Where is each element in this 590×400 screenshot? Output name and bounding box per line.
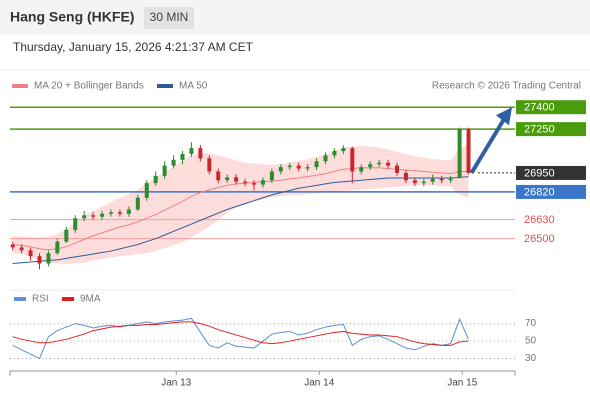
candle-body — [91, 215, 96, 217]
level-label: 26950 — [524, 167, 555, 179]
level-label: 27250 — [524, 124, 555, 136]
candle-body — [341, 148, 346, 152]
projection-arrow — [469, 118, 506, 174]
candle-body — [448, 178, 453, 181]
candle-body — [100, 213, 105, 217]
candle-body — [207, 158, 212, 172]
candle-body — [243, 181, 248, 184]
candle-body — [19, 247, 24, 251]
candle-body — [144, 183, 149, 198]
candle-body — [216, 171, 221, 181]
candle-body — [64, 229, 69, 242]
candle-body — [126, 209, 131, 214]
level-label-box — [516, 100, 586, 115]
candle-body — [37, 256, 42, 264]
candle-body — [180, 153, 185, 160]
projection-arrowhead — [496, 107, 512, 126]
candle-body — [350, 148, 355, 172]
candle-body — [466, 129, 471, 173]
candle-body — [171, 159, 176, 166]
legend-swatch — [12, 84, 28, 88]
level-label: 26500 — [524, 233, 555, 245]
level-label-box — [516, 184, 586, 199]
candle-body — [368, 164, 373, 168]
candle-body — [359, 167, 364, 172]
candle-body — [421, 181, 426, 184]
legend-swatch — [157, 84, 173, 88]
level-label: 26820 — [524, 186, 555, 198]
candle-body — [82, 215, 87, 219]
candle-body — [323, 155, 328, 162]
candle-body — [162, 165, 167, 176]
header-bar — [0, 0, 590, 34]
legend-label: MA 20 + Bollinger Bands — [34, 81, 144, 92]
candle-body — [287, 165, 292, 168]
candle-body — [153, 175, 158, 184]
y-tick-label: 70 — [525, 318, 537, 329]
indicator-line — [12, 317, 469, 360]
x-tick-label: Jan 13 — [161, 378, 191, 389]
candle-body — [225, 177, 230, 181]
candle-body — [457, 129, 462, 178]
interval: 30 MIN — [150, 10, 189, 24]
legend-swatch — [14, 297, 26, 301]
legend-label: MA 50 — [179, 81, 208, 92]
candle-body — [117, 212, 122, 214]
candle-body — [234, 177, 239, 182]
title: Hang Seng (HKFE) — [10, 9, 134, 25]
candle-body — [198, 148, 203, 159]
legend-label: 9MA — [80, 294, 101, 305]
candle-body — [377, 162, 382, 165]
y-tick-label: 30 — [525, 353, 537, 364]
x-tick-label: Jan 15 — [447, 378, 477, 389]
candle-body — [10, 244, 15, 248]
credit: Research © 2026 Trading Central — [432, 81, 581, 92]
candle-body — [46, 253, 51, 264]
ma-line — [12, 167, 469, 251]
candle-body — [135, 197, 140, 210]
level-label: 27400 — [524, 102, 555, 114]
candle-body — [55, 241, 60, 254]
candle-body — [332, 151, 337, 156]
level-label: 26630 — [524, 214, 555, 226]
candle-body — [260, 180, 265, 185]
candle-body — [430, 178, 435, 182]
candle-body — [403, 172, 408, 181]
candle-body — [73, 218, 78, 230]
timestamp: Thursday, January 15, 2026 4:21:37 AM CE… — [13, 40, 254, 54]
candle-body — [252, 183, 257, 185]
candle-body — [109, 212, 113, 214]
candle-body — [412, 180, 417, 184]
level-label-box — [516, 122, 586, 137]
candle-body — [305, 167, 310, 169]
y-tick-label: 50 — [525, 336, 537, 347]
x-tick-label: Jan 14 — [304, 378, 334, 389]
level-label-box — [516, 165, 586, 180]
candle-body — [314, 161, 319, 168]
interval-badge — [144, 7, 194, 29]
candle-body — [395, 165, 400, 173]
legend-swatch — [62, 297, 74, 301]
candle-body — [189, 148, 194, 154]
candle-body — [278, 167, 283, 172]
candle-body — [28, 250, 33, 257]
candle-body — [296, 165, 301, 169]
ma-line — [12, 176, 469, 264]
legend-label: RSI — [32, 294, 49, 305]
indicator-line — [12, 321, 469, 346]
candle-body — [269, 171, 274, 181]
candle-body — [439, 178, 444, 181]
candle-body — [386, 162, 391, 166]
